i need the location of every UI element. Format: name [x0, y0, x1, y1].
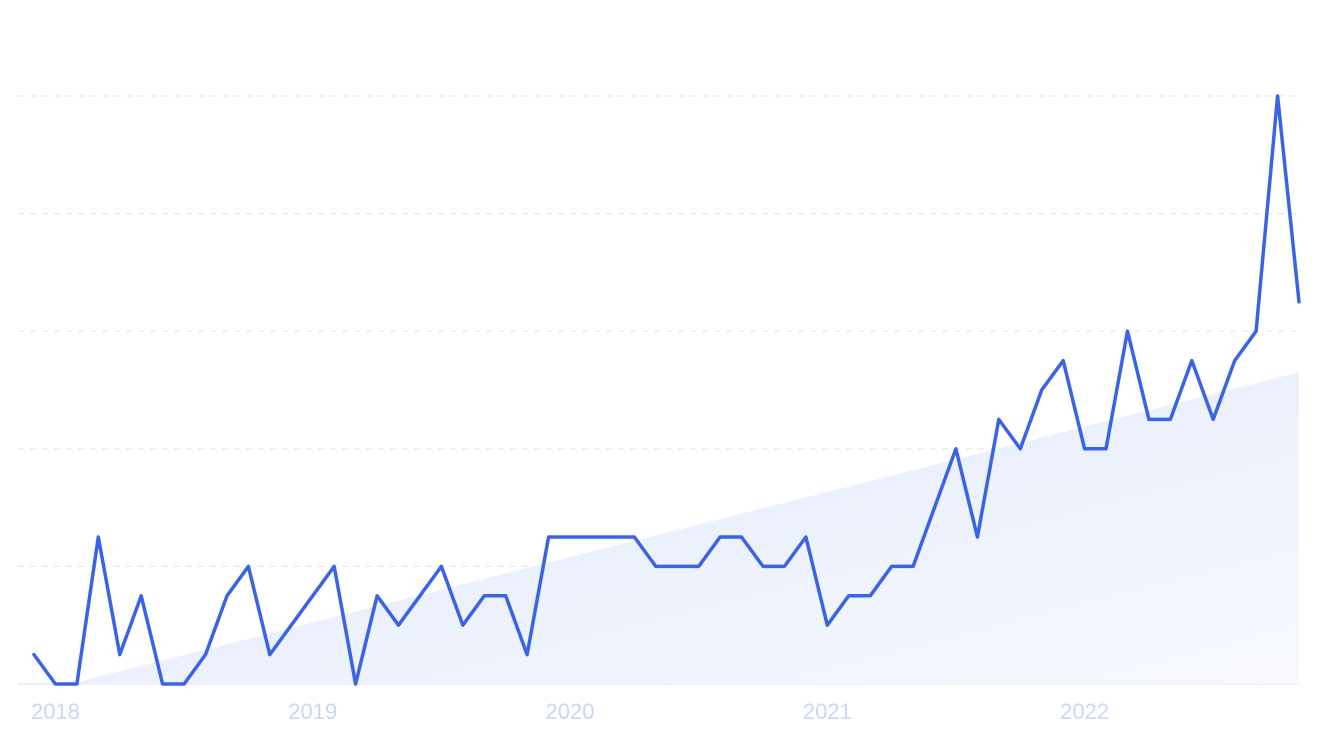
x-tick-label: 2020: [546, 699, 595, 724]
x-tick-label: 2018: [31, 699, 80, 724]
x-tick-label: 2021: [803, 699, 852, 724]
x-axis-ticks: 2018 2019 2020 2021 2022: [31, 699, 1109, 724]
series-layer: [32, 94, 1301, 686]
x-tick-label: 2022: [1060, 699, 1109, 724]
trend-area-fill: [70, 372, 1299, 684]
trend-area: [70, 372, 1299, 684]
series-line: [32, 94, 1301, 686]
x-tick-label: 2019: [288, 699, 337, 724]
